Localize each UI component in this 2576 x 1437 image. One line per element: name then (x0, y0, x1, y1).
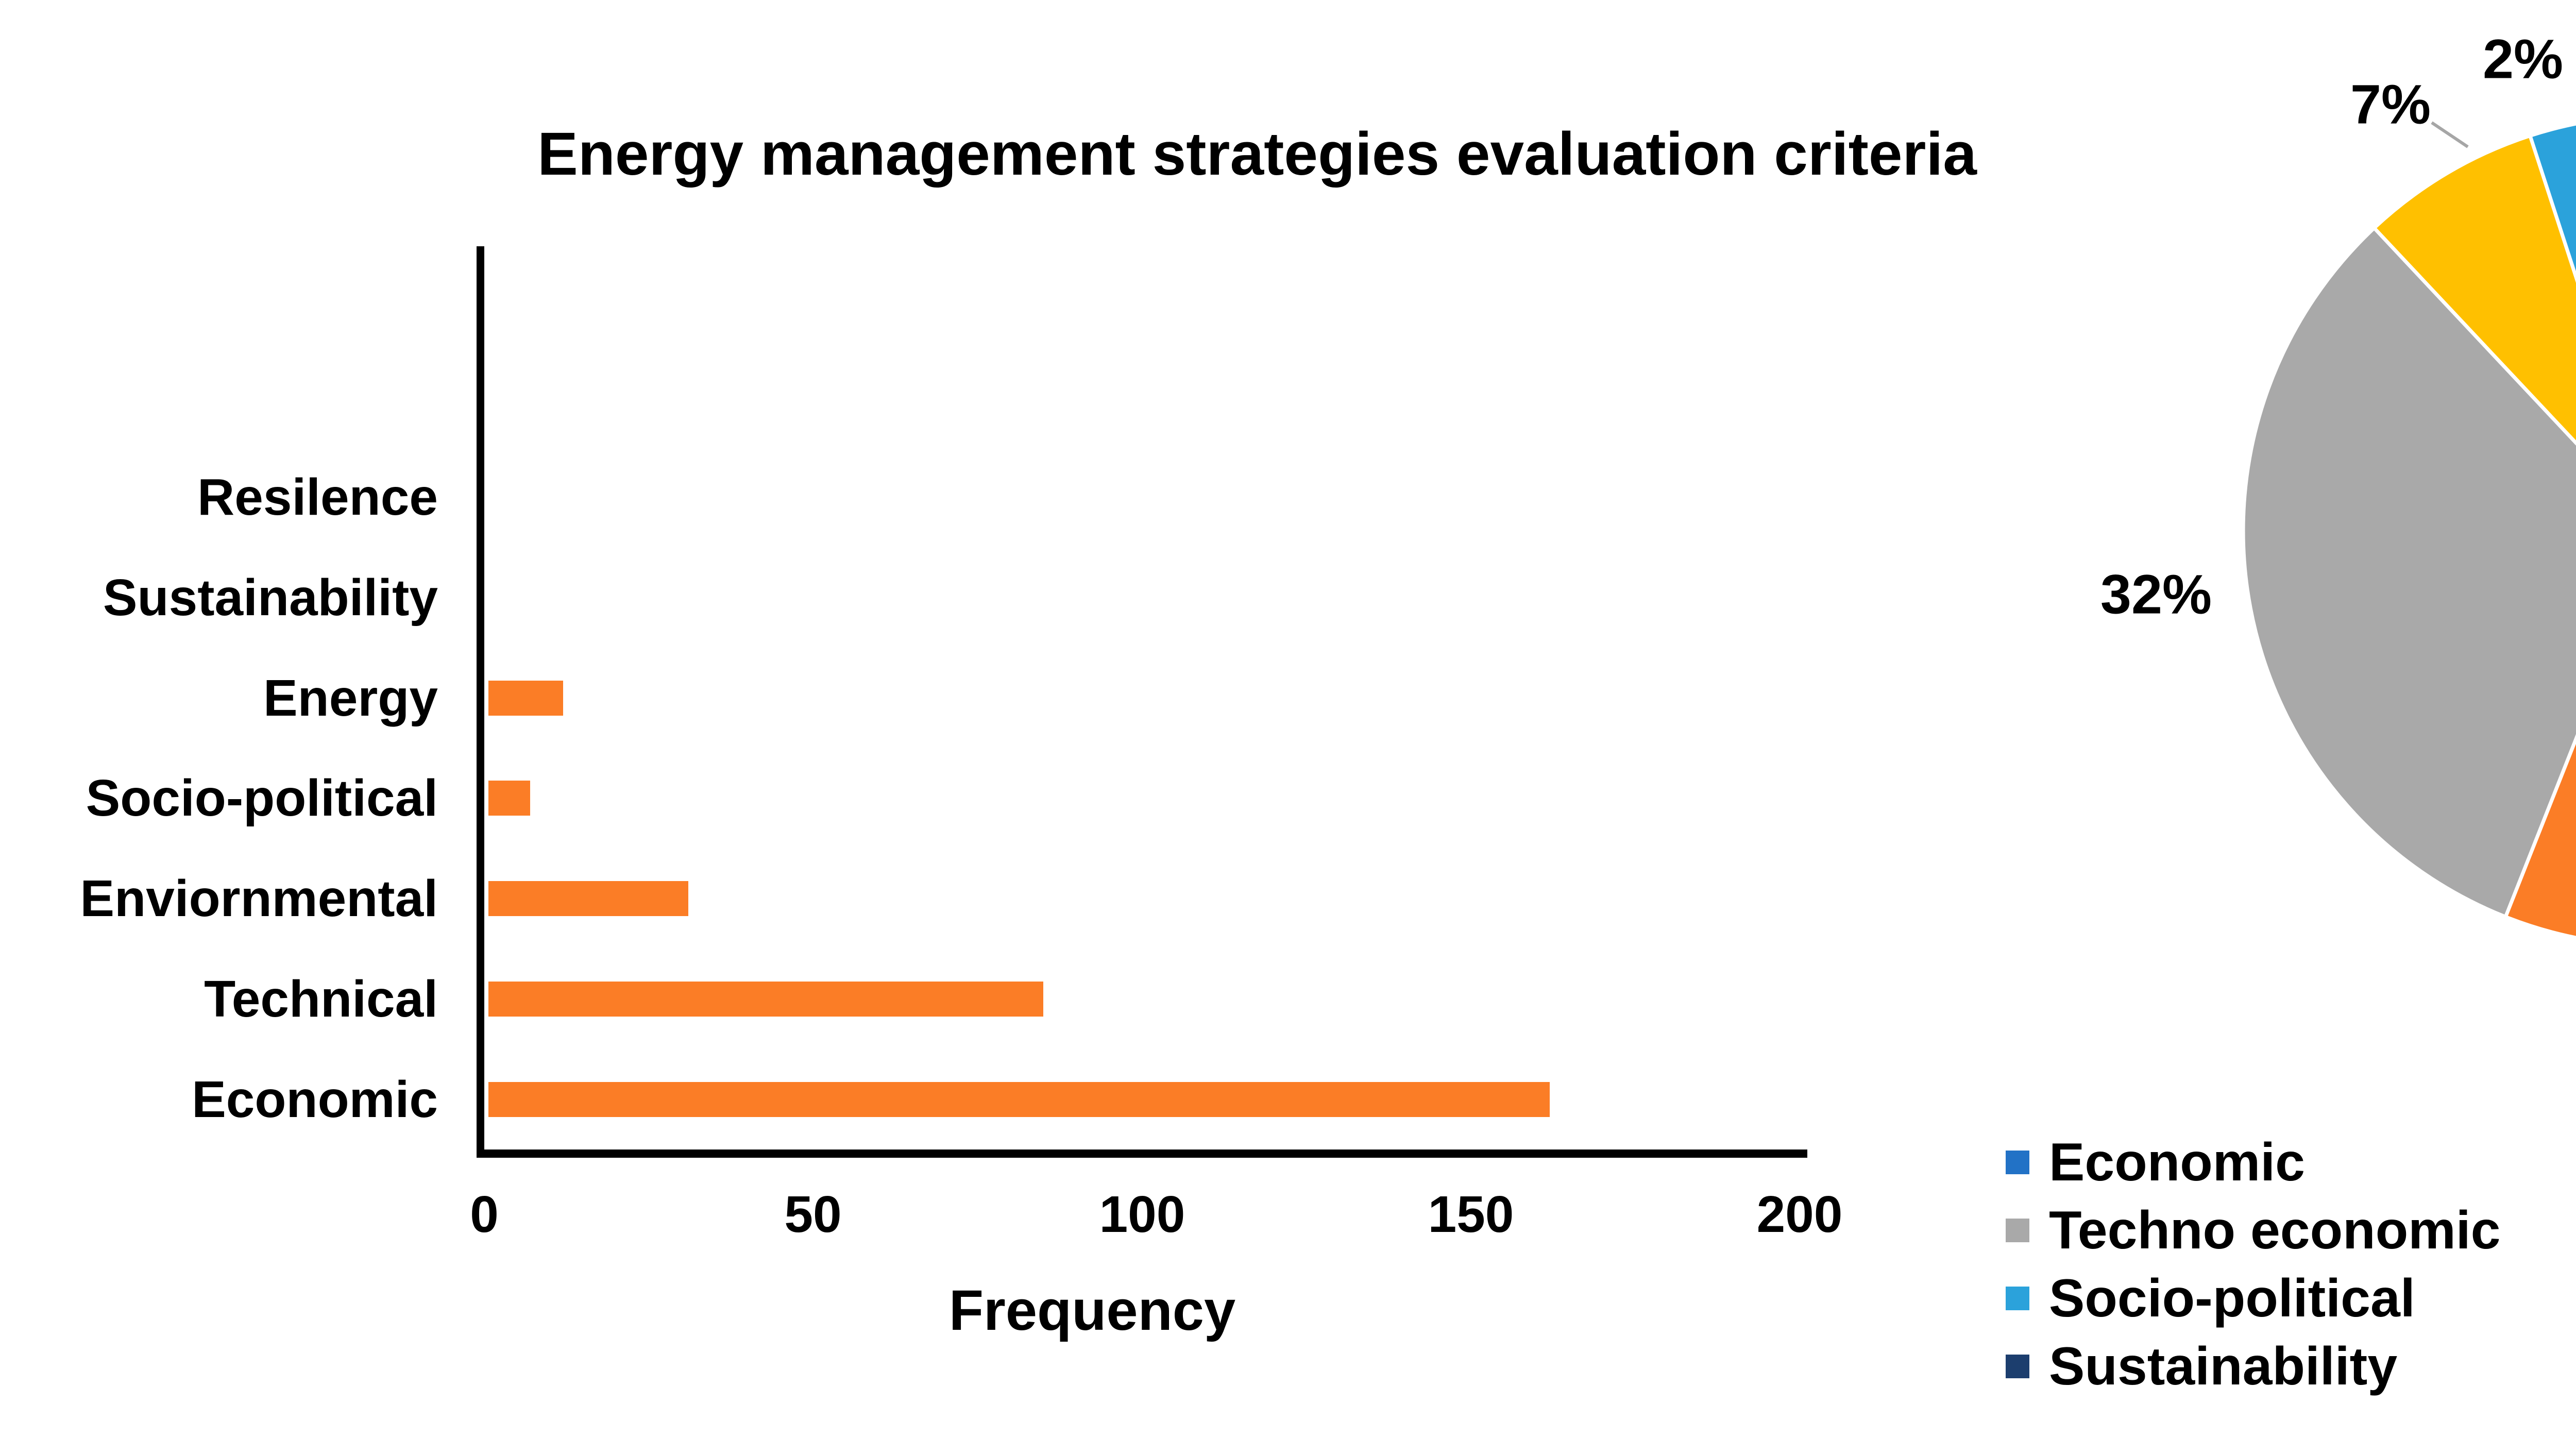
legend-label: Economic (2049, 1132, 2305, 1192)
pie-percent-label-techno-economic: 32% (2100, 563, 2212, 625)
pie-svg (2241, 121, 2576, 940)
legend-label: Techno economic (2049, 1200, 2501, 1260)
bar-technical (488, 981, 1043, 1017)
x-tick-label: 200 (1756, 1186, 1843, 1243)
bar-energy (488, 680, 563, 716)
category-label: Technical (204, 970, 438, 1028)
legend-item-socio-political: Socio-political (2006, 1264, 2415, 1332)
legend-label: Socio-political (2049, 1268, 2415, 1328)
legend-swatch (2006, 1151, 2029, 1174)
x-tick-label: 0 (470, 1186, 499, 1243)
bar-enviornmental (488, 881, 688, 917)
category-label: Enviornmental (80, 870, 438, 928)
legend-swatch (2006, 1355, 2029, 1378)
pie-percent-label-socio-political: 2% (2482, 27, 2564, 90)
pie-slice-socio-political (2528, 122, 2576, 283)
legend-item-economic: Economic (2006, 1128, 2305, 1196)
category-label: Resilence (197, 468, 438, 526)
legend-swatch (2006, 1219, 2029, 1242)
pie-slice-enviornmental (2372, 133, 2576, 446)
leader-line (2431, 121, 2469, 148)
bar-chart-title: Energy management strategies evaluation … (537, 120, 1977, 188)
legend-item-sustainability: Sustainability (2006, 1332, 2397, 1400)
category-label: Sustainability (103, 568, 438, 627)
pie-slice-techno-economic (2241, 226, 2576, 919)
bar-socio-political (488, 781, 530, 816)
legend-label: Sustainability (2049, 1336, 2398, 1396)
bar-plot-axes (477, 246, 1807, 1158)
x-axis-title: Frequency (948, 1279, 1236, 1342)
legend-swatch (2006, 1287, 2029, 1310)
category-label: Energy (263, 669, 438, 727)
pie-chart: 37%19%32%7%2%3%0%0% (2100, 0, 2576, 1082)
bar-economic (488, 1081, 1550, 1117)
x-tick-label: 100 (1099, 1186, 1185, 1243)
x-tick-label: 150 (1428, 1186, 1514, 1243)
category-label: Economic (192, 1070, 438, 1128)
pie-slice-technical (2503, 734, 2576, 940)
pie-percent-label-enviornmental: 7% (2350, 73, 2431, 136)
category-label: Socio-political (86, 769, 438, 827)
x-tick-label: 50 (784, 1186, 842, 1243)
legend-item-techno-economic: Techno economic (2006, 1196, 2500, 1264)
